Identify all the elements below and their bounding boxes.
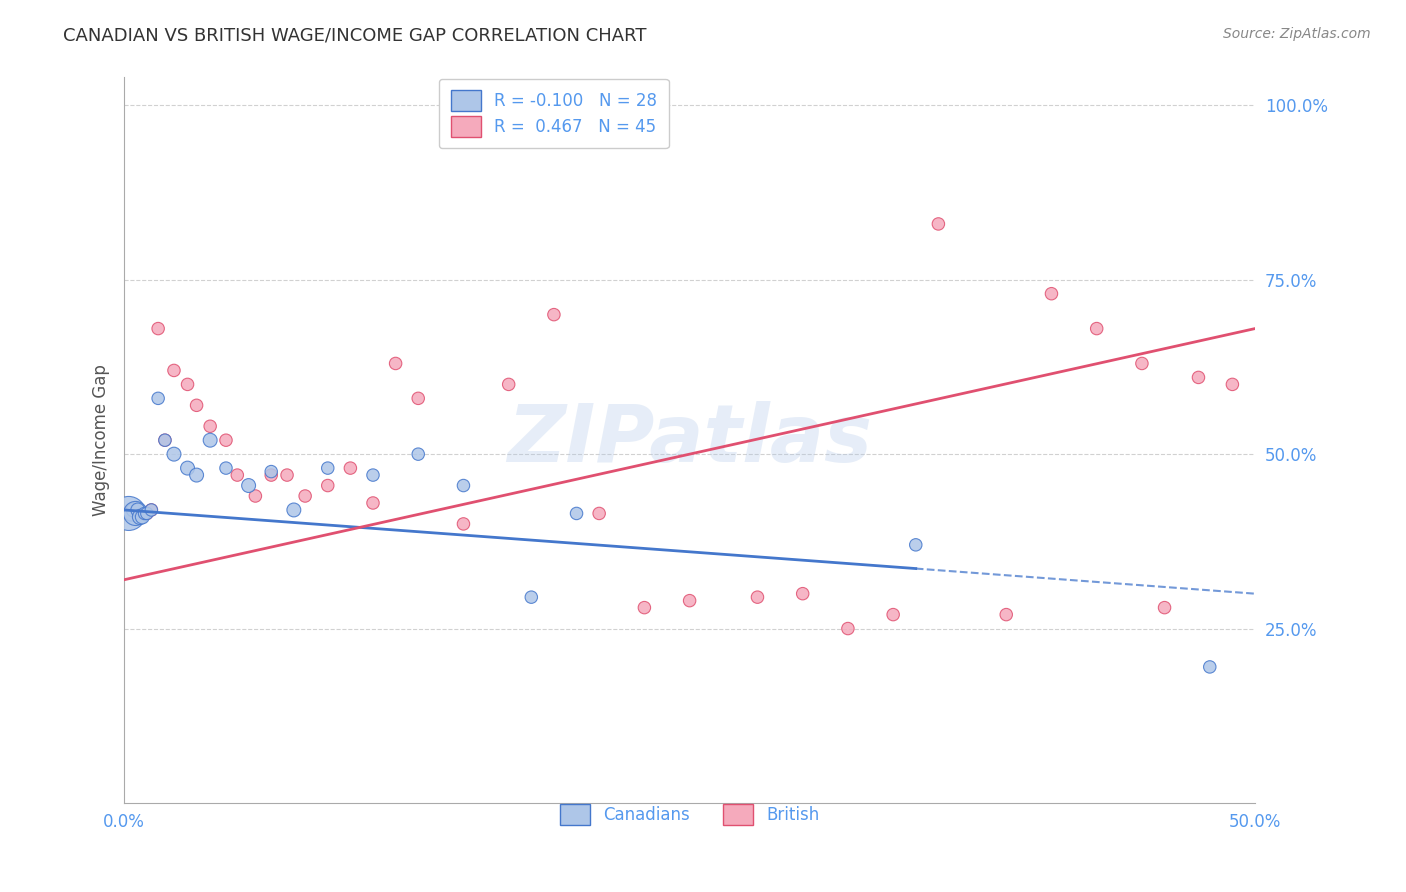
Point [588, 507, 610, 521]
Point [1222, 377, 1244, 392]
Point [118, 507, 141, 521]
Point [361, 468, 384, 483]
Point [260, 465, 283, 479]
Text: ZIPatlas: ZIPatlas [508, 401, 872, 479]
Point [245, 489, 267, 503]
Point [176, 377, 198, 392]
Point [1040, 286, 1063, 301]
Point [118, 507, 141, 521]
Point [1198, 660, 1220, 674]
Point [361, 496, 384, 510]
Point [316, 461, 339, 475]
Point [238, 478, 260, 492]
Point [141, 503, 163, 517]
Point [316, 478, 339, 492]
Point [927, 217, 949, 231]
Point [186, 468, 208, 483]
Point [384, 356, 406, 370]
Point [215, 433, 238, 447]
Point [124, 507, 146, 521]
Point [198, 433, 221, 447]
Point [120, 507, 142, 521]
Point [406, 447, 429, 461]
Point [163, 363, 186, 377]
Point [131, 510, 153, 524]
Point [339, 461, 361, 475]
Point [129, 507, 152, 521]
Point [141, 503, 163, 517]
Point [134, 507, 156, 521]
Legend: Canadians, British: Canadians, British [550, 794, 830, 835]
Point [122, 503, 145, 517]
Point [129, 510, 152, 524]
Point [453, 516, 475, 531]
Point [276, 468, 298, 483]
Point [1085, 321, 1108, 335]
Point [520, 590, 543, 604]
Point [127, 507, 149, 521]
Point [131, 507, 153, 521]
Point [633, 600, 655, 615]
Point [127, 503, 149, 517]
Point [294, 489, 316, 503]
Point [226, 468, 249, 483]
Point [453, 478, 475, 492]
Text: Source: ZipAtlas.com: Source: ZipAtlas.com [1223, 27, 1371, 41]
Point [215, 461, 238, 475]
Y-axis label: Wage/Income Gap: Wage/Income Gap [93, 364, 110, 516]
Point [283, 503, 305, 517]
Point [882, 607, 904, 622]
Point [198, 419, 221, 434]
Point [837, 622, 859, 636]
Point [565, 507, 588, 521]
Text: CANADIAN VS BRITISH WAGE/INCOME GAP CORRELATION CHART: CANADIAN VS BRITISH WAGE/INCOME GAP CORR… [63, 27, 647, 45]
Point [1187, 370, 1209, 384]
Point [1153, 600, 1175, 615]
Point [995, 607, 1018, 622]
Point [146, 321, 169, 335]
Point [406, 392, 429, 406]
Point [176, 461, 198, 475]
Point [115, 507, 138, 521]
Point [498, 377, 520, 392]
Point [904, 538, 927, 552]
Point [1130, 356, 1153, 370]
Point [153, 433, 176, 447]
Point [146, 392, 169, 406]
Point [122, 507, 145, 521]
Point [543, 308, 565, 322]
Point [186, 398, 208, 412]
Point [135, 507, 157, 521]
Point [135, 507, 157, 521]
Point [792, 587, 814, 601]
Point [120, 503, 142, 517]
Point [678, 593, 700, 607]
Point [163, 447, 186, 461]
Point [260, 468, 283, 483]
Point [153, 433, 176, 447]
Point [747, 590, 769, 604]
Point [124, 507, 146, 521]
